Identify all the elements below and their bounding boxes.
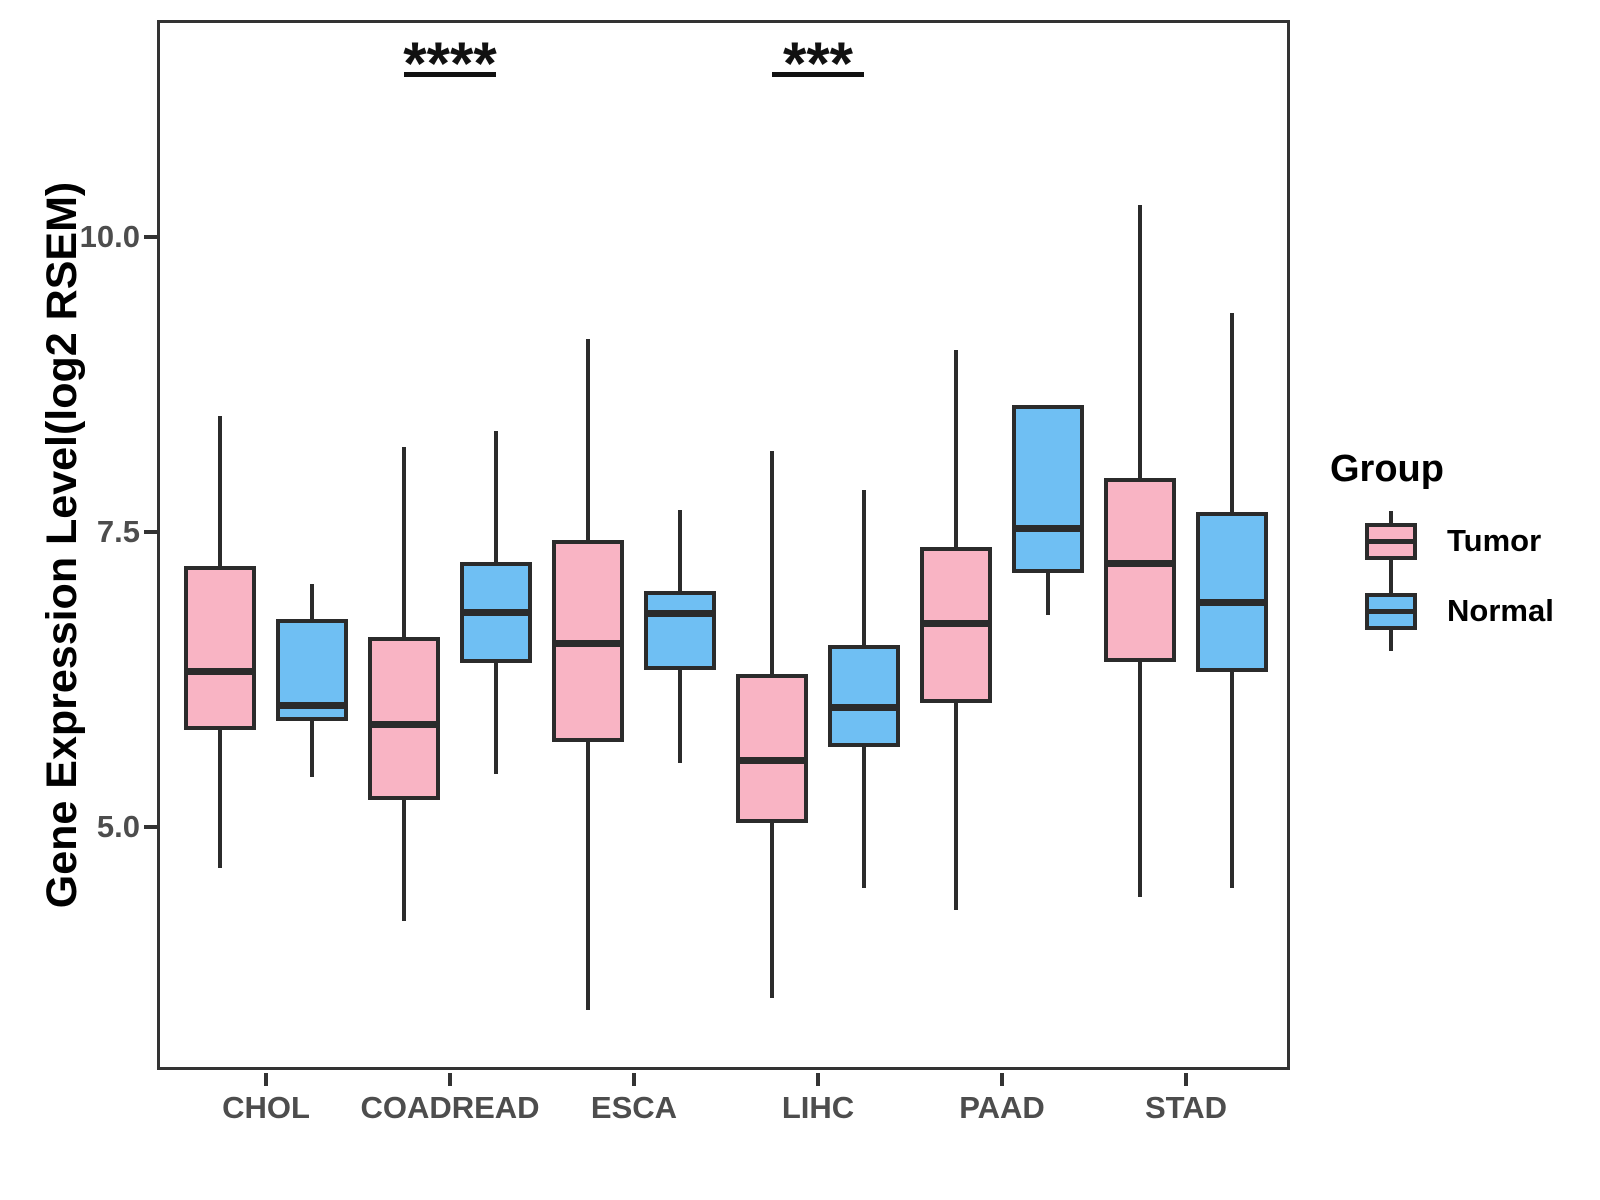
legend-key-median-normal bbox=[1365, 609, 1417, 614]
median-CHOL-Tumor bbox=[184, 668, 256, 676]
box-LIHC-Tumor bbox=[736, 673, 808, 824]
legend-label-tumor: Tumor bbox=[1447, 523, 1542, 558]
x-tick-label: ESCA bbox=[590, 1090, 678, 1125]
significance-bar-LIHC bbox=[772, 71, 864, 77]
y-tick-label: 5.0 bbox=[96, 808, 140, 844]
x-tick-mark bbox=[1184, 1073, 1188, 1086]
y-tick-label: 10.0 bbox=[79, 219, 140, 255]
x-tick-mark bbox=[448, 1073, 452, 1086]
significance-stars-COADREAD: **** bbox=[403, 29, 497, 97]
x-tick-mark bbox=[816, 1073, 820, 1086]
box-CHOL-Tumor bbox=[184, 566, 256, 731]
y-tick-label: 7.5 bbox=[96, 514, 140, 550]
box-LIHC-Normal bbox=[828, 645, 900, 747]
median-ESCA-Tumor bbox=[552, 639, 624, 647]
median-COADREAD-Normal bbox=[460, 609, 532, 617]
x-tick-mark bbox=[632, 1073, 636, 1086]
x-tick-mark bbox=[1000, 1073, 1004, 1086]
legend-label-normal: Normal bbox=[1447, 593, 1554, 628]
x-tick-label: PAAD bbox=[959, 1090, 1045, 1125]
median-ESCA-Normal bbox=[644, 610, 716, 618]
median-PAAD-Normal bbox=[1012, 525, 1084, 533]
significance-bar-COADREAD bbox=[404, 71, 496, 77]
x-tick-label: CHOL bbox=[222, 1090, 310, 1125]
box-COADREAD-Tumor bbox=[368, 637, 440, 800]
y-tick-mark bbox=[144, 824, 157, 829]
box-STAD-Tumor bbox=[1104, 477, 1176, 662]
median-LIHC-Normal bbox=[828, 703, 900, 711]
median-LIHC-Tumor bbox=[736, 756, 808, 764]
median-STAD-Tumor bbox=[1104, 559, 1176, 567]
significance-stars-LIHC: *** bbox=[782, 29, 854, 97]
y-tick-mark bbox=[144, 235, 157, 240]
median-COADREAD-Tumor bbox=[368, 721, 440, 729]
box-ESCA-Normal bbox=[644, 591, 716, 671]
legend-key-median-tumor bbox=[1365, 539, 1417, 544]
x-tick-mark bbox=[264, 1073, 268, 1086]
x-tick-label: COADREAD bbox=[360, 1090, 540, 1125]
median-PAAD-Tumor bbox=[920, 619, 992, 627]
y-tick-mark bbox=[144, 530, 157, 535]
box-PAAD-Normal bbox=[1012, 404, 1084, 574]
box-STAD-Normal bbox=[1196, 511, 1268, 673]
x-tick-label: STAD bbox=[1144, 1090, 1228, 1125]
plot-panel bbox=[157, 20, 1290, 1070]
median-STAD-Normal bbox=[1196, 598, 1268, 606]
median-CHOL-Normal bbox=[276, 702, 348, 710]
x-tick-label: LIHC bbox=[781, 1090, 855, 1125]
legend-title: Group bbox=[1330, 448, 1444, 490]
